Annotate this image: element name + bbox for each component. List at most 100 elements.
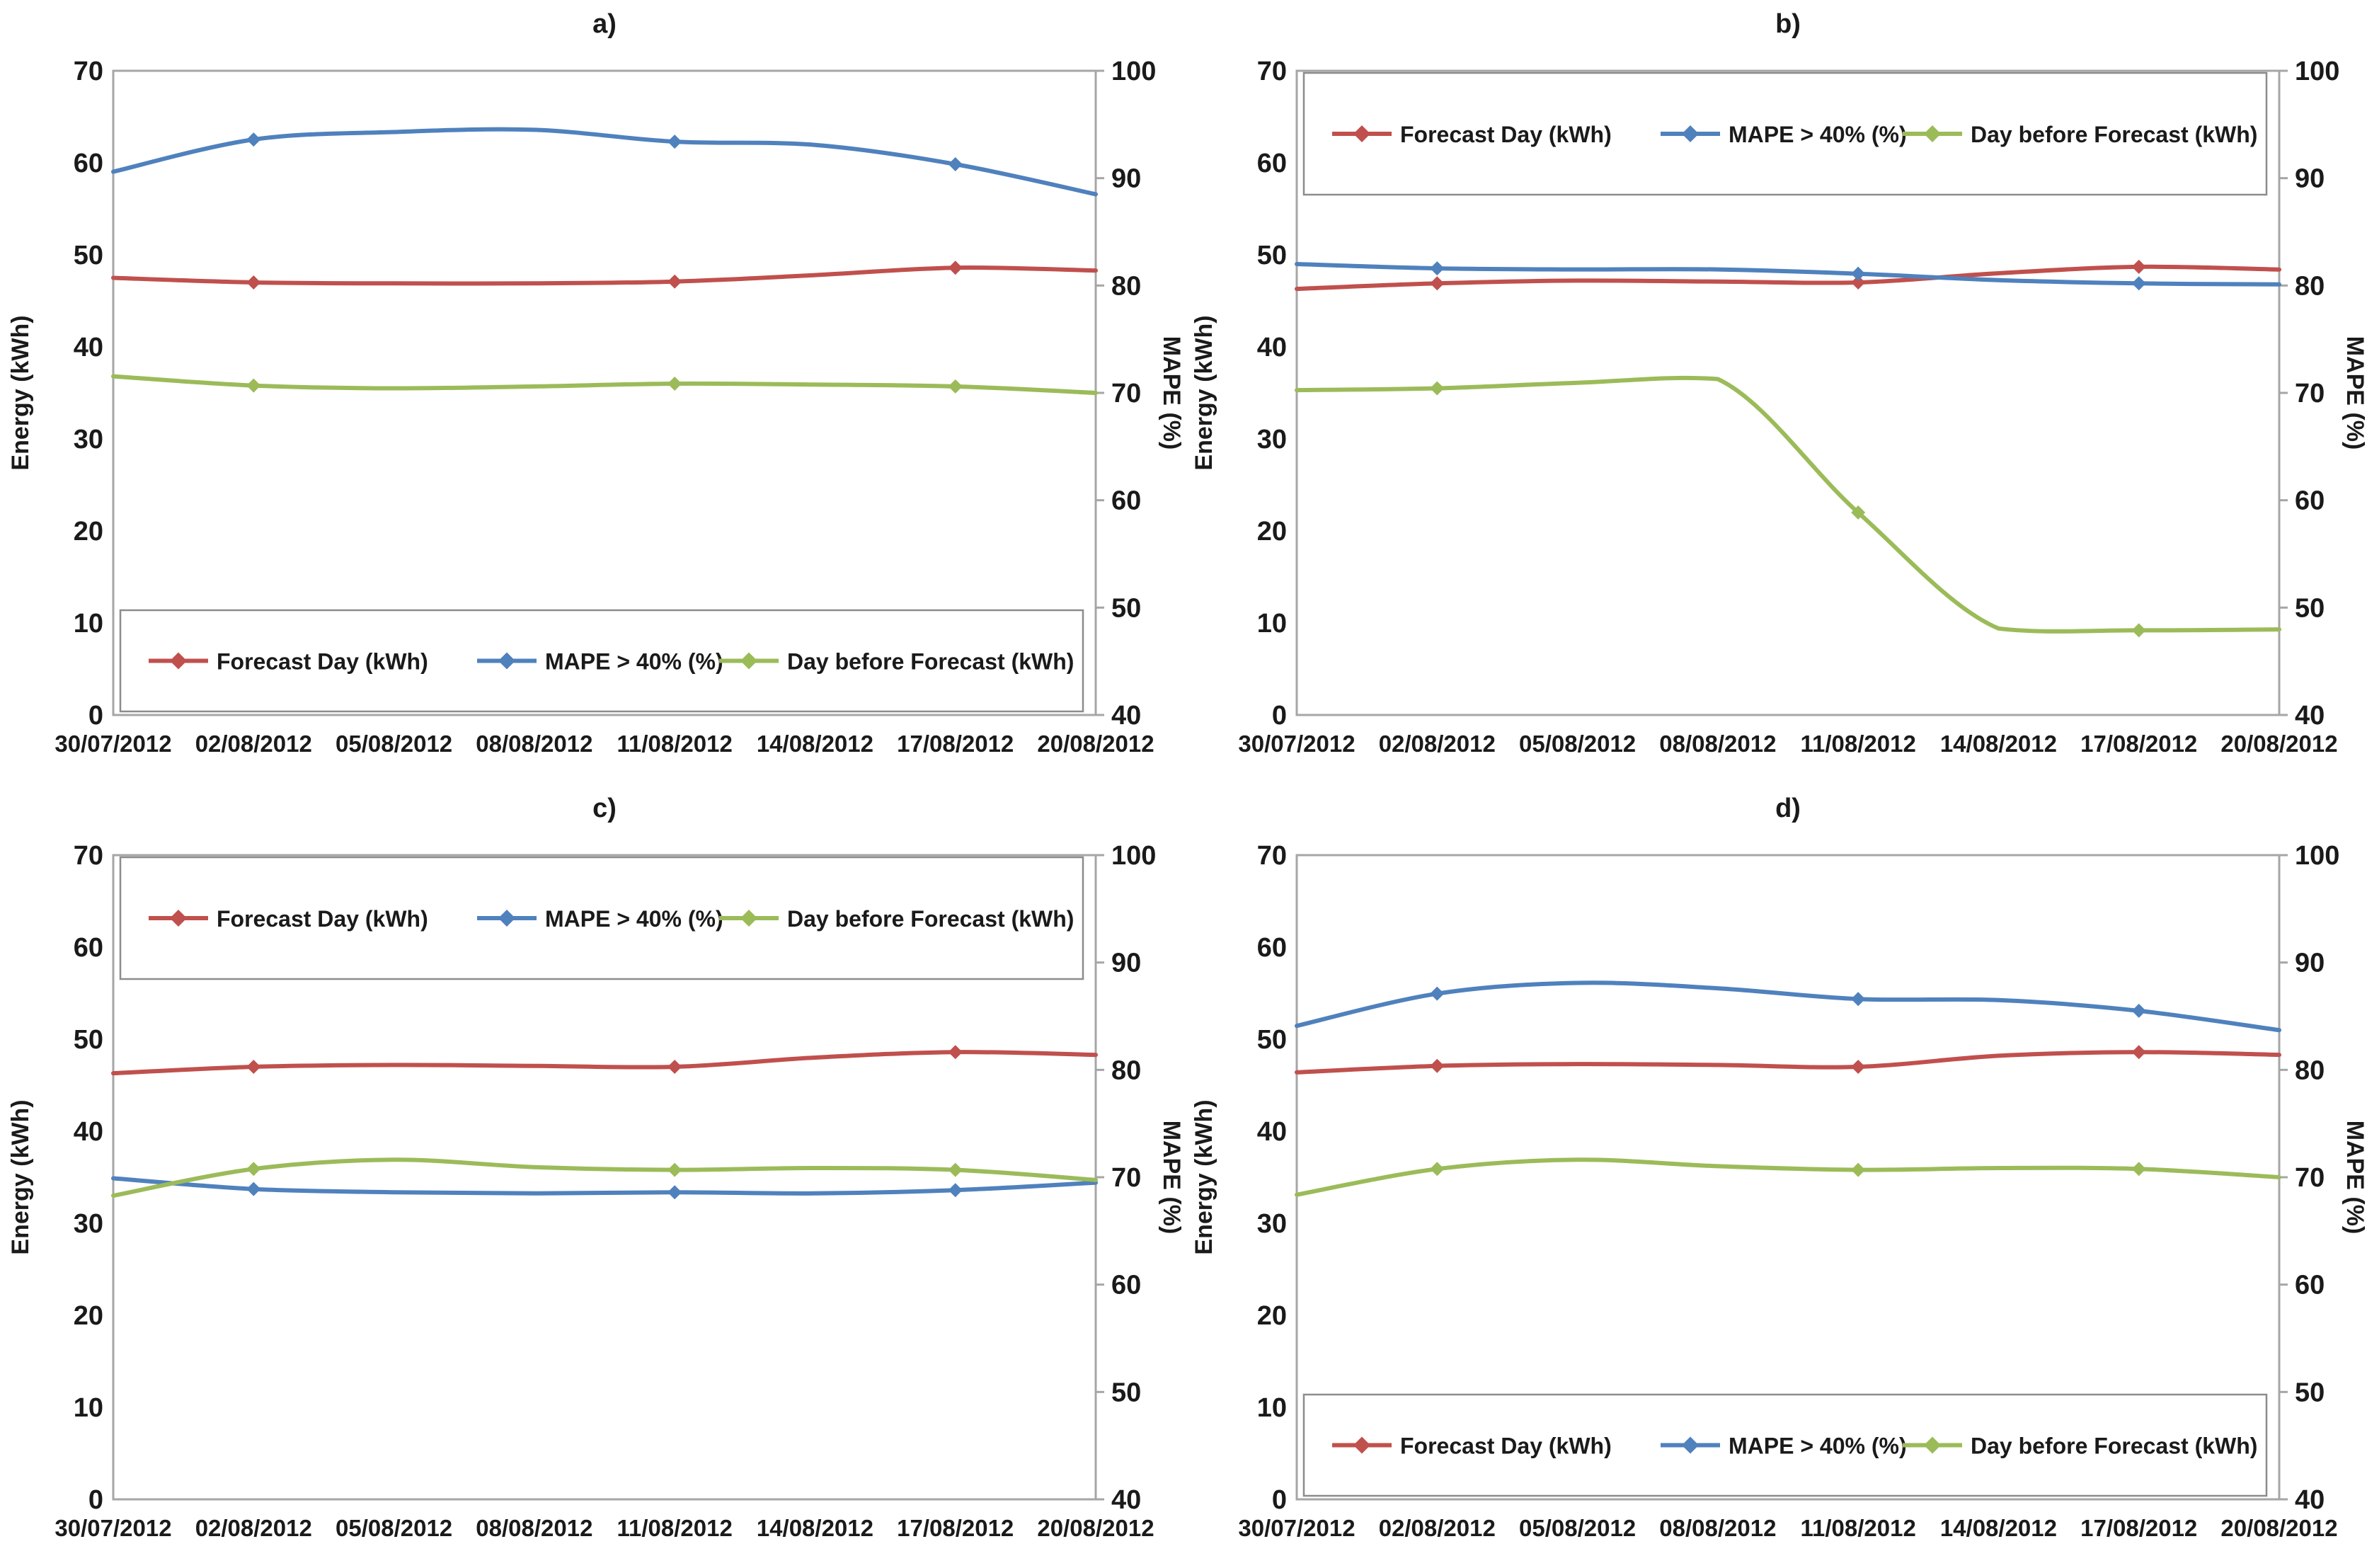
line-chart-c: c) 0 10 20 30 40 50 60 70 40 50 60 70 80 90 100 30/07/20… [7,794,1185,1541]
legend-item-forecast-day: Forecast Day (kWh) [149,906,428,932]
x-axis-tick-labels: 30/07/2012 02/08/2012 05/08/2012 08/08/2012… [1238,1515,2337,1541]
legend-marker-mape-gt-40-icon [1682,125,1699,142]
series-forecast-marker-icon [2131,1045,2146,1060]
right-tick-label: 100 [1111,841,1156,871]
series-mape-marker-icon [667,1185,682,1200]
right-tick-label: 80 [2295,271,2325,301]
legend-marker-mape-gt-40-icon [498,652,515,670]
left-tick-label: 10 [1257,1393,1287,1423]
right-tick-label: 70 [1111,379,1141,408]
series-mape [1295,980,2281,1033]
legend-item-day-before-forecast: Day before Forecast (kWh) [719,649,1074,675]
right-tick-label: 60 [2295,1271,2325,1300]
left-axis-title: Energy (kWh) [1191,1099,1217,1254]
series-daybefore-line [111,374,1098,395]
series-daybefore [1295,375,2281,638]
series-forecast-line [111,1050,1098,1076]
legend-marker-forecast-day-icon [170,910,187,927]
left-tick-label: 60 [1257,933,1287,963]
left-tick-label: 20 [1257,1301,1287,1331]
legend-d: Forecast Day (kWh) MAPE > 40% (%) Day befo… [1302,1393,2268,1497]
legend-marker-mape-gt-40-icon [498,910,515,927]
x-tick-label: 11/08/2012 [617,731,732,757]
legend-item-mape-gt-40: MAPE > 40% (%) [1661,1433,1907,1459]
x-tick-label: 05/08/2012 [336,731,452,757]
legend-item-forecast-day: Forecast Day (kWh) [1332,122,1612,147]
series-mape-marker-icon [948,1183,963,1198]
series-daybefore-line [111,1157,1098,1198]
left-axis-tick-labels: 0 10 20 30 40 50 60 70 [74,841,103,1515]
series-forecast [111,261,1098,290]
legend-box [1302,71,2268,196]
series-forecast-marker-icon [246,275,261,290]
series-daybefore-marker-icon [667,1162,682,1177]
right-tick-label: 100 [2295,57,2339,86]
left-tick-label: 40 [74,1117,103,1147]
legend-box [119,856,1084,980]
legend-label-mape-gt-40: MAPE > 40% (%) [1729,1433,1907,1459]
series-forecast-line [1295,264,2281,292]
left-tick-label: 10 [74,1393,103,1423]
left-tick-label: 40 [1257,333,1287,362]
x-tick-label: 05/08/2012 [1519,1515,1636,1541]
x-tick-label: 02/08/2012 [195,731,312,757]
left-tick-label: 10 [1257,609,1287,639]
series-mape-marker-icon [1851,266,1866,281]
legend-label-day-before-forecast: Day before Forecast (kWh) [1971,1433,2257,1459]
series-daybefore-marker-icon [2131,623,2146,638]
right-tick-label: 50 [2295,1378,2325,1407]
series-mape-marker-icon [246,132,261,147]
left-tick-label: 0 [1272,1485,1287,1515]
legend-label-forecast-day: Forecast Day (kWh) [1400,1433,1612,1459]
series-daybefore-marker-icon [948,379,963,394]
x-axis-tick-labels: 30/07/2012 02/08/2012 05/08/2012 08/08/2012… [55,731,1154,757]
x-tick-label: 30/07/2012 [1238,1515,1355,1541]
legend-item-mape-gt-40: MAPE > 40% (%) [477,906,723,932]
left-tick-label: 70 [74,841,103,871]
left-tick-label: 20 [74,1301,103,1331]
right-tick-label: 50 [1111,593,1141,623]
right-tick-label: 40 [2295,701,2325,731]
x-tick-label: 05/08/2012 [1519,731,1636,757]
left-axis-tick-labels: 0 10 20 30 40 50 60 70 [1257,841,1287,1515]
left-tick-label: 10 [74,609,103,639]
left-tick-label: 0 [88,1485,103,1515]
x-tick-label: 20/08/2012 [1037,1515,1154,1541]
x-tick-label: 11/08/2012 [617,1515,732,1541]
right-tick-label: 90 [1111,164,1141,194]
left-tick-label: 50 [1257,1025,1287,1055]
right-tick-label: 70 [2295,379,2325,408]
legend-marker-forecast-day-icon [1353,125,1370,142]
legend-item-day-before-forecast: Day before Forecast (kWh) [1903,122,2257,147]
right-tick-label: 90 [1111,949,1141,978]
series-mape-marker-icon [667,135,682,149]
right-axis-title: MAPE (%) [2342,336,2367,450]
series-mape-marker-icon [948,156,963,171]
line-chart-d: d) 0 10 20 30 40 50 60 70 40 50 60 70 80 90 100 30/07/20… [1191,794,2367,1541]
x-tick-label: 08/08/2012 [1659,1515,1776,1541]
series-forecast-marker-icon [246,1060,261,1074]
series-forecast-marker-icon [667,274,682,289]
left-tick-label: 60 [74,149,103,178]
left-tick-label: 30 [1257,1209,1287,1239]
x-tick-label: 20/08/2012 [2220,1515,2337,1541]
legend-label-day-before-forecast: Day before Forecast (kWh) [1971,122,2257,147]
left-tick-label: 30 [74,1209,103,1239]
x-tick-label: 17/08/2012 [2080,1515,2197,1541]
left-tick-label: 70 [74,57,103,86]
legend-b: Forecast Day (kWh) MAPE > 40% (%) Day befo… [1302,71,2268,196]
x-tick-label: 02/08/2012 [1379,1515,1496,1541]
legend-label-forecast-day: Forecast Day (kWh) [217,906,428,932]
left-tick-label: 40 [1257,1117,1287,1147]
legend-item-day-before-forecast: Day before Forecast (kWh) [719,906,1074,932]
series-forecast-marker-icon [948,1045,963,1060]
series-forecast-marker-icon [1430,1058,1445,1073]
x-tick-label: 17/08/2012 [2080,731,2197,757]
legend-c: Forecast Day (kWh) MAPE > 40% (%) Day befo… [119,856,1084,980]
legend-label-forecast-day: Forecast Day (kWh) [1400,122,1612,147]
x-tick-label: 11/08/2012 [1800,1515,1915,1541]
left-axis-tick-labels: 0 10 20 30 40 50 60 70 [74,57,103,731]
series-mape-line [1295,262,2281,287]
legend-box [1302,1393,2268,1497]
legend-item-mape-gt-40: MAPE > 40% (%) [1661,122,1907,147]
